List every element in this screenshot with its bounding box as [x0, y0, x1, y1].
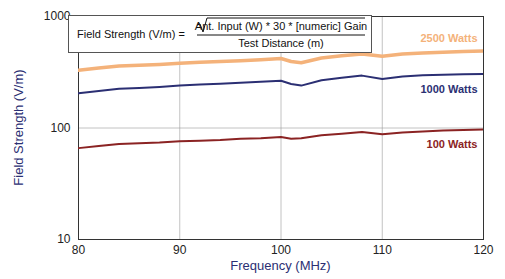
- svg-text:1000: 1000: [44, 9, 71, 23]
- html-text:Frequency (MHz): Frequency (MHz): [230, 258, 331, 273]
- svg-text:110: 110: [373, 243, 392, 257]
- svg-text:1000 Watts: 1000 Watts: [420, 83, 477, 95]
- svg-text:2500 Watts: 2500 Watts: [420, 32, 477, 44]
- svg-text:80: 80: [72, 243, 86, 257]
- svg-text:100: 100: [271, 243, 291, 257]
- html-text:Field Strength (V/m): Field Strength (V/m): [10, 69, 26, 186]
- svg-text:120: 120: [473, 243, 493, 257]
- svg-text:Field Strength (V/m) =: Field Strength (V/m) =: [77, 28, 185, 40]
- svg-text:100 Watts: 100 Watts: [427, 138, 478, 150]
- svg-text:Test Distance (m): Test Distance (m): [238, 37, 324, 49]
- svg-text:10: 10: [57, 232, 71, 246]
- svg-text:Ant. Input (W) * 30 * [numeric: Ant. Input (W) * 30 * [numeric] Gain: [195, 20, 367, 32]
- svg-text:100: 100: [50, 121, 70, 135]
- svg-text:90: 90: [173, 243, 187, 257]
